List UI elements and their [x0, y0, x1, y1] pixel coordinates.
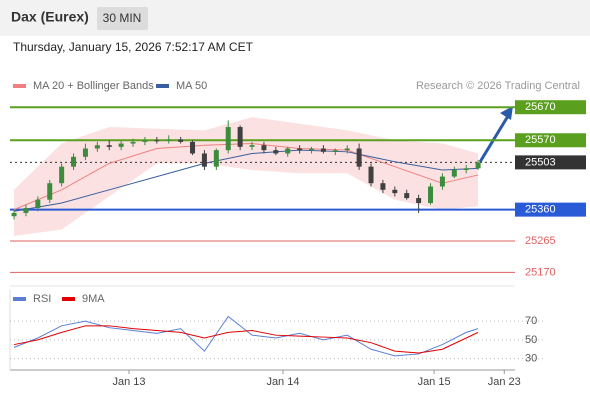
legend-swatch	[13, 84, 26, 88]
candle-body	[59, 166, 65, 184]
candle-body	[11, 212, 17, 217]
candle-body	[451, 169, 457, 177]
candle-body	[178, 139, 184, 142]
candle-body	[142, 140, 148, 142]
candle-body	[344, 148, 350, 151]
candle-body	[356, 148, 362, 167]
datetime: Thursday, January 15, 2026 7:52:17 AM CE…	[13, 40, 254, 54]
x-tick-label: Jan 13	[112, 376, 145, 388]
instrument-title: Dax (Eurex)	[11, 9, 89, 25]
level-box	[515, 202, 586, 217]
candle-body	[190, 141, 196, 154]
level-label: 25265	[525, 235, 556, 247]
candle-body	[332, 150, 338, 152]
legend-swatch	[62, 297, 75, 301]
y-tick-label: 50	[525, 334, 537, 346]
candle-body	[213, 150, 219, 167]
indicator-line	[13, 315, 479, 357]
candle-body	[225, 127, 231, 151]
candle-body	[297, 148, 303, 151]
y-tick-label: 30	[525, 353, 537, 365]
legend-label: MA 20 + Bollinger Bands	[33, 80, 154, 92]
candle-body	[166, 139, 172, 141]
level-box	[515, 133, 586, 148]
candle-body	[130, 141, 136, 144]
candle-body	[154, 140, 160, 142]
bollinger-band	[14, 117, 479, 237]
candle-body	[106, 145, 112, 147]
legend-swatch	[13, 297, 26, 301]
level-box	[515, 100, 586, 115]
level-box	[515, 155, 586, 170]
candle-body	[416, 198, 422, 204]
legend-label: 9MA	[82, 293, 105, 305]
level-label: 25503	[525, 156, 556, 168]
legend-swatch	[156, 84, 169, 88]
candle-body	[309, 148, 315, 151]
candle-body	[404, 193, 410, 199]
candle-body	[82, 148, 88, 157]
level-label: 25670	[525, 101, 556, 113]
candle-body	[118, 143, 124, 147]
candle-body	[201, 153, 207, 167]
candle-body	[392, 189, 398, 194]
candle-body	[35, 199, 41, 208]
candle-body	[463, 168, 469, 170]
credit: Research © 2026 Trading Central	[416, 80, 580, 92]
candle-body	[237, 127, 243, 147]
candle-body	[368, 166, 374, 184]
candle-body	[249, 145, 255, 147]
legend-label: MA 50	[176, 80, 207, 92]
indicator-line	[13, 325, 479, 354]
ma-line	[13, 149, 479, 212]
candle-body	[439, 176, 445, 187]
level-label: 25360	[525, 204, 556, 216]
x-tick-label: Jan 15	[418, 376, 451, 388]
candle-body	[23, 207, 29, 213]
x-tick-label: Jan 23	[488, 376, 521, 388]
candle-body	[273, 150, 279, 154]
legend-label: RSI	[33, 293, 51, 305]
candle-body	[428, 186, 434, 204]
interval: 30 MIN	[103, 11, 142, 25]
arrow	[478, 115, 510, 163]
candle-body	[94, 145, 100, 149]
candle-body	[71, 156, 77, 167]
x-tick-label: Jan 14	[266, 376, 299, 388]
level-label: 25170	[525, 266, 556, 278]
candle-body	[380, 183, 386, 190]
candle-body	[285, 148, 291, 154]
candle-body	[261, 145, 267, 151]
candle-body	[47, 183, 53, 200]
candle-body	[475, 162, 481, 169]
candle-body	[320, 148, 326, 152]
y-tick-label: 70	[525, 315, 537, 327]
arrow-head	[500, 106, 513, 120]
level-label: 25570	[525, 134, 556, 146]
interval-badge	[97, 7, 148, 30]
